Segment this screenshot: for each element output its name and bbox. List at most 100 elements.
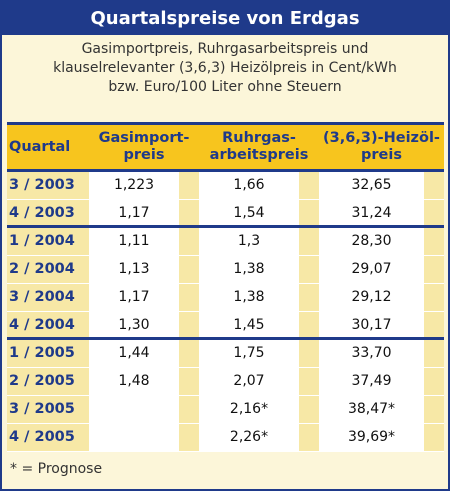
- cell-background: [319, 368, 444, 395]
- quartal-cell: 3 / 2004: [7, 284, 89, 311]
- cell-background: [319, 424, 444, 451]
- table-row: 4 / 2003 1,17 1,54 31,24: [7, 200, 444, 228]
- ruhrgasarbeitspreis-cell: 2,16*: [229, 401, 269, 417]
- gasimportpreis-cell: 1,17: [118, 205, 150, 221]
- cell-stripe: [179, 396, 199, 423]
- heizoelpreis-cell: 28,30: [351, 233, 392, 249]
- cell-background: [319, 284, 444, 311]
- cell-background: [319, 172, 444, 199]
- cell-stripe: [179, 172, 199, 199]
- cell-stripe: [179, 200, 199, 225]
- quartal-cell: 4 / 2005: [7, 424, 89, 451]
- gasimportpreis-cell: 1,13: [118, 261, 150, 277]
- table-row: 1 / 2004 1,11 1,3 28,30: [7, 228, 444, 256]
- heizoelpreis-cell: 29,12: [351, 289, 392, 305]
- quartal-cell: 3 / 2005: [7, 396, 89, 423]
- cell-background: [319, 228, 444, 255]
- cell-stripe: [424, 424, 444, 451]
- gasimportpreis-cell: 1,17: [118, 289, 150, 305]
- gasimportpreis-cell: 1,44: [118, 345, 150, 361]
- cell-background: [319, 200, 444, 225]
- cell-stripe: [299, 312, 319, 337]
- quartal-cell: 2 / 2005: [7, 368, 89, 395]
- ruhrgasarbeitspreis-cell: 1,38: [233, 261, 265, 277]
- ruhrgasarbeitspreis-cell: 1,54: [233, 205, 265, 221]
- cell-stripe: [424, 228, 444, 255]
- gasimportpreis-cell: 1,223: [113, 177, 155, 193]
- table-header: Quartal Gasimport- preis Ruhrgas- arbeit…: [7, 122, 444, 172]
- heizoelpreis-cell: 32,65: [351, 177, 392, 193]
- cell-stripe: [179, 228, 199, 255]
- header-label: arbeitspreis: [209, 147, 309, 163]
- cell-stripe: [299, 284, 319, 311]
- subtitle-line: bzw. Euro/100 Liter ohne Steuern: [108, 79, 342, 95]
- cell-stripe: [299, 228, 319, 255]
- quartal-cell: 4 / 2004: [7, 312, 89, 337]
- cell-background: [319, 312, 444, 337]
- gasimportpreis-cell: 1,30: [118, 317, 150, 333]
- cell-stripe: [424, 200, 444, 225]
- table-row: 3 / 2003 1,223 1,66 32,65: [7, 172, 444, 200]
- header-label: (3,6,3)-Heizöl-: [323, 130, 440, 146]
- header-gasimportpreis: Gasimport- preis: [89, 125, 199, 169]
- cell-stripe: [299, 172, 319, 199]
- cell-stripe: [424, 396, 444, 423]
- price-table: Quartal Gasimport- preis Ruhrgas- arbeit…: [7, 122, 444, 452]
- gasimportpreis-cell: [89, 396, 179, 423]
- table-row: 4 / 2005 2,26* 39,69*: [7, 424, 444, 452]
- chart-title: Quartalspreise von Erdgas: [2, 2, 448, 35]
- quartal-cell: 2 / 2004: [7, 256, 89, 283]
- chart-subtitle: Gasimportpreis, Ruhrgasarbeitspreis und …: [2, 40, 448, 97]
- cell-stripe: [424, 312, 444, 337]
- cell-stripe: [299, 424, 319, 451]
- cell-stripe: [424, 340, 444, 367]
- table-row: 1 / 2005 1,44 1,75 33,70: [7, 340, 444, 368]
- ruhrgasarbeitspreis-cell: 1,75: [233, 345, 265, 361]
- table-row: 4 / 2004 1,30 1,45 30,17: [7, 312, 444, 340]
- cell-stripe: [299, 256, 319, 283]
- gasimportpreis-cell: 1,11: [118, 233, 150, 249]
- header-label: Quartal: [9, 138, 71, 155]
- heizoelpreis-cell: 30,17: [351, 317, 392, 333]
- table-row: 3 / 2005 2,16* 38,47*: [7, 396, 444, 424]
- cell-stripe: [299, 340, 319, 367]
- cell-stripe: [179, 424, 199, 451]
- header-label: Ruhrgas-: [222, 130, 296, 146]
- ruhrgasarbeitspreis-cell: 2,26*: [229, 429, 269, 445]
- cell-stripe: [179, 284, 199, 311]
- heizoelpreis-cell: 39,69*: [347, 429, 396, 445]
- heizoelpreis-cell: 31,24: [351, 205, 392, 221]
- heizoelpreis-cell: 29,07: [351, 261, 392, 277]
- header-heizoelpreis: (3,6,3)-Heizöl- preis: [319, 125, 444, 169]
- cell-stripe: [179, 256, 199, 283]
- cell-stripe: [299, 200, 319, 225]
- cell-stripe: [299, 368, 319, 395]
- footnote: * = Prognose: [10, 461, 103, 477]
- quartal-cell: 4 / 2003: [7, 200, 89, 225]
- subtitle-line: Gasimportpreis, Ruhrgasarbeitspreis und: [81, 41, 369, 57]
- ruhrgasarbeitspreis-cell: 1,45: [233, 317, 265, 333]
- quartal-cell: 1 / 2004: [7, 228, 89, 255]
- cell-stripe: [299, 396, 319, 423]
- table-row: 2 / 2005 1,48 2,07 37,49: [7, 368, 444, 396]
- subtitle-line: klauselrelevanter (3,6,3) Heizölpreis in…: [53, 60, 397, 76]
- quartal-cell: 3 / 2003: [7, 172, 89, 199]
- header-ruhrgasarbeitspreis: Ruhrgas- arbeitspreis: [199, 125, 319, 169]
- cell-stripe: [179, 312, 199, 337]
- cell-stripe: [179, 368, 199, 395]
- cell-stripe: [424, 284, 444, 311]
- header-label: preis: [123, 147, 165, 163]
- table-row: 2 / 2004 1,13 1,38 29,07: [7, 256, 444, 284]
- cell-background: [319, 396, 444, 423]
- cell-stripe: [424, 256, 444, 283]
- heizoelpreis-cell: 38,47*: [347, 401, 396, 417]
- ruhrgasarbeitspreis-cell: 1,3: [237, 233, 261, 249]
- cell-background: [319, 256, 444, 283]
- gasimportpreis-cell: 1,48: [118, 373, 150, 389]
- header-label: preis: [361, 147, 402, 163]
- cell-background: [319, 340, 444, 367]
- quartal-cell: 1 / 2005: [7, 340, 89, 367]
- header-quartal: Quartal: [7, 125, 89, 169]
- header-label: Gasimport-: [98, 130, 190, 146]
